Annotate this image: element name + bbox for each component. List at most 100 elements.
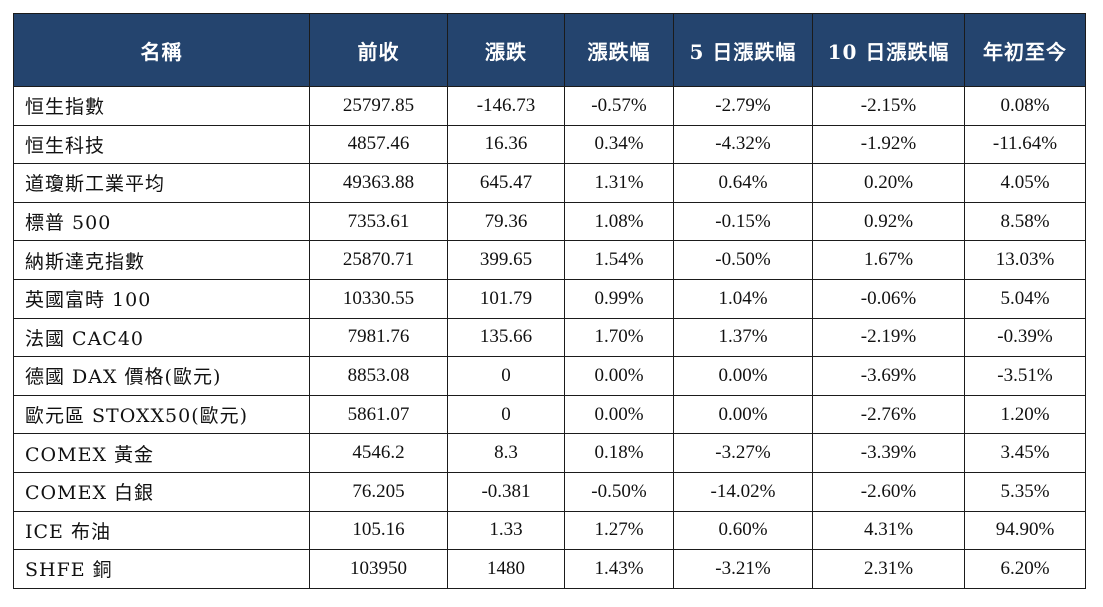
cell-10d-change-pct: 0.92% [812,201,965,242]
cell-10d-change-pct: -2.19% [812,317,965,358]
cell-10d-change-pct: -2.15% [812,86,965,126]
cell-10d-change-pct: -1.92% [812,124,965,165]
cell-name: 法國 CAC40 [13,317,310,358]
cell-prev-close: 76.205 [309,471,448,512]
cell-10d-change-pct: -3.39% [812,433,965,473]
cell-ytd: 5.04% [964,278,1086,319]
header-10d-change-pct: 10 日漲跌幅 [812,13,965,87]
cell-prev-close: 7353.61 [309,201,448,242]
cell-ytd: 94.90% [964,510,1086,551]
cell-change: -146.73 [447,86,565,126]
cell-name: SHFE 銅 [13,549,310,589]
cell-name: 德國 DAX 價格(歐元) [13,356,310,396]
cell-5d-change-pct: 1.04% [673,278,813,319]
cell-change: 1.33 [447,510,565,551]
cell-10d-change-pct: -0.06% [812,278,965,319]
table-row: COMEX 黃金 4546.2 8.3 0.18% -3.27% -3.39% 3.45% [13,433,1086,473]
table-body: 恒生指數 25797.85 -146.73 -0.57% -2.79% -2.15% 0.0… [13,86,1086,589]
cell-change-pct: 1.43% [564,549,674,589]
cell-prev-close: 25797.85 [309,86,448,126]
cell-change-pct: 1.70% [564,317,674,358]
table-row: SHFE 銅 103950 1480 1.43% -3.21% 2.31% 6.20% [13,549,1086,589]
table-row: 標普 500 7353.61 79.36 1.08% -0.15% 0.92% 8.58% [13,201,1086,242]
table-row: 恒生指數 25797.85 -146.73 -0.57% -2.79% -2.15% 0.0… [13,86,1086,126]
cell-prev-close: 103950 [309,549,448,589]
cell-5d-change-pct: 1.37% [673,317,813,358]
cell-ytd: 3.45% [964,433,1086,473]
cell-5d-change-pct: -3.27% [673,433,813,473]
cell-change: 645.47 [447,163,565,203]
cell-5d-change-pct: 0.60% [673,510,813,551]
table-header: 名稱 前收 漲跌 漲跌幅 5 日漲跌幅 10 日漲跌幅 年初至今 [13,13,1086,87]
cell-prev-close: 7981.76 [309,317,448,358]
market-table: 名稱 前收 漲跌 漲跌幅 5 日漲跌幅 10 日漲跌幅 年初至今 恒生指數 257… [13,13,1086,589]
cell-name: COMEX 白銀 [13,471,310,512]
cell-change-pct: 1.31% [564,163,674,203]
cell-ytd: 0.08% [964,86,1086,126]
table-row: 德國 DAX 價格(歐元) 8853.08 0 0.00% 0.00% -3.69% -3.… [13,356,1086,396]
cell-ytd: -0.39% [964,317,1086,358]
table-row: ICE 布油 105.16 1.33 1.27% 0.60% 4.31% 94.90% [13,510,1086,551]
cell-5d-change-pct: -0.15% [673,201,813,242]
cell-5d-change-pct: 0.00% [673,394,813,435]
cell-ytd: 4.05% [964,163,1086,203]
header-row: 名稱 前收 漲跌 漲跌幅 5 日漲跌幅 10 日漲跌幅 年初至今 [13,13,1086,87]
cell-name: COMEX 黃金 [13,433,310,473]
cell-ytd: 13.03% [964,240,1086,280]
cell-5d-change-pct: -0.50% [673,240,813,280]
cell-change-pct: 0.00% [564,356,674,396]
cell-change: -0.381 [447,471,565,512]
cell-change: 0 [447,356,565,396]
header-name: 名稱 [13,13,310,87]
header-5d-change-pct: 5 日漲跌幅 [673,13,813,87]
cell-10d-change-pct: 4.31% [812,510,965,551]
cell-ytd: 5.35% [964,471,1086,512]
table-row: COMEX 白銀 76.205 -0.381 -0.50% -14.02% -2.60% 5… [13,471,1086,512]
cell-ytd: -3.51% [964,356,1086,396]
table-row: 納斯達克指數 25870.71 399.65 1.54% -0.50% 1.67% 13.0… [13,240,1086,280]
cell-change: 8.3 [447,433,565,473]
cell-prev-close: 10330.55 [309,278,448,319]
cell-change-pct: 0.99% [564,278,674,319]
cell-ytd: 8.58% [964,201,1086,242]
table-row: 歐元區 STOXX50(歐元) 5861.07 0 0.00% 0.00% -2.76% 1… [13,394,1086,435]
cell-change-pct: 1.08% [564,201,674,242]
cell-name: 恒生指數 [13,86,310,126]
cell-name: ICE 布油 [13,510,310,551]
cell-change-pct: 0.34% [564,124,674,165]
cell-change: 135.66 [447,317,565,358]
cell-change: 16.36 [447,124,565,165]
cell-name: 納斯達克指數 [13,240,310,280]
table-row: 英國富時 100 10330.55 101.79 0.99% 1.04% -0.06% 5.… [13,278,1086,319]
table-row: 恒生科技 4857.46 16.36 0.34% -4.32% -1.92% -11.64% [13,124,1086,165]
cell-name: 標普 500 [13,201,310,242]
header-change: 漲跌 [447,13,565,87]
cell-change-pct: 1.54% [564,240,674,280]
cell-name: 英國富時 100 [13,278,310,319]
cell-change-pct: 0.18% [564,433,674,473]
cell-name: 歐元區 STOXX50(歐元) [13,394,310,435]
header-prev-close: 前收 [309,13,448,87]
cell-ytd: -11.64% [964,124,1086,165]
cell-prev-close: 105.16 [309,510,448,551]
cell-name: 道瓊斯工業平均 [13,163,310,203]
table-row: 道瓊斯工業平均 49363.88 645.47 1.31% 0.64% 0.20% 4.05… [13,163,1086,203]
cell-10d-change-pct: 0.20% [812,163,965,203]
cell-prev-close: 49363.88 [309,163,448,203]
cell-5d-change-pct: -4.32% [673,124,813,165]
cell-change-pct: -0.50% [564,471,674,512]
cell-prev-close: 8853.08 [309,356,448,396]
cell-5d-change-pct: 0.00% [673,356,813,396]
cell-5d-change-pct: -14.02% [673,471,813,512]
cell-10d-change-pct: -2.76% [812,394,965,435]
cell-10d-change-pct: -2.60% [812,471,965,512]
cell-5d-change-pct: -3.21% [673,549,813,589]
cell-change: 79.36 [447,201,565,242]
table-row: 法國 CAC40 7981.76 135.66 1.70% 1.37% -2.19% -0.… [13,317,1086,358]
cell-change-pct: 0.00% [564,394,674,435]
cell-10d-change-pct: 2.31% [812,549,965,589]
header-ytd: 年初至今 [964,13,1086,87]
cell-change: 101.79 [447,278,565,319]
header-change-pct: 漲跌幅 [564,13,674,87]
cell-5d-change-pct: -2.79% [673,86,813,126]
